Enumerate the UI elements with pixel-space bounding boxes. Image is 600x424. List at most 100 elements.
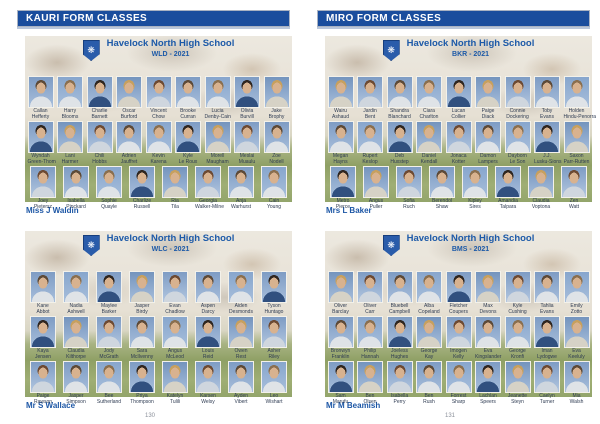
class-titles: Havelock North High School BKR - 2021: [407, 38, 535, 59]
student-name: Cain Young: [267, 198, 281, 210]
student-cell: J.J. Lusku-Sions: [534, 121, 562, 165]
student-name: Holden Hindu-Penorra: [563, 108, 597, 120]
student-portrait-photo: [263, 121, 290, 154]
student-photo-row: Paige Rawson Jasper Simpson Bee Sutherland Pri…: [25, 361, 292, 405]
student-portrait-photo: [445, 361, 472, 394]
student-cell: Alba Copeland: [416, 271, 442, 315]
student-portrait-photo: [63, 166, 89, 199]
block-gap: [317, 216, 591, 222]
student-portrait-photo: [563, 121, 590, 154]
student-cell: Sam Marufu: [327, 361, 354, 405]
student-portrait-photo: [386, 361, 413, 394]
page-left: KAURI FORM CLASSES ❋ Havelock North High …: [17, 10, 292, 419]
student-cell: Damon Lampers: [475, 121, 501, 165]
student-portrait-photo: [445, 316, 472, 349]
student-cell: Iman Lydogwe: [534, 316, 560, 360]
student-portrait-photo: [162, 316, 188, 349]
student-cell: Jake Brophy: [263, 76, 290, 120]
teacher-name: Miss J Waldin: [26, 206, 79, 215]
student-name: Anja Warhurst: [230, 198, 252, 210]
student-portrait-photo: [195, 361, 221, 394]
student-cell: Sara McIlvenny: [129, 316, 155, 360]
class-titles: Havelock North High School WLD - 2021: [107, 38, 235, 59]
student-cell: Kaya Jensen: [30, 316, 56, 360]
student-cell: Mia Walsh: [563, 361, 590, 405]
student-name: George Kronfi: [509, 348, 526, 360]
student-portrait-photo: [504, 121, 531, 154]
student-name: Lachlan Speers: [479, 393, 497, 405]
student-portrait-photo: [534, 76, 560, 108]
student-name: Louis Reid: [202, 348, 214, 360]
section-header-miro: MIRO FORM CLASSES: [317, 10, 590, 27]
page-number: 130: [144, 413, 155, 419]
student-name: Jardin Bent: [363, 108, 377, 120]
student-cell: Maylee Barker: [96, 271, 122, 315]
student-portrait-photo: [327, 316, 354, 349]
student-name: Georgia Walker-Milne: [195, 198, 224, 210]
student-cell: Shandra Blanchard: [386, 76, 413, 120]
student-portrait-photo: [563, 271, 590, 303]
student-cell: Olivia Burvill: [234, 76, 260, 120]
student-portrait-photo: [561, 166, 587, 199]
student-portrait-photo: [175, 121, 201, 154]
class-photo-header: ❋ Havelock North High School BMS - 2021: [325, 233, 592, 270]
student-portrait-photo: [357, 121, 383, 154]
student-portrait-photo: [30, 316, 56, 349]
student-name: Charlize Russell: [132, 198, 152, 210]
student-name: Callan Hefferty: [31, 108, 50, 120]
student-cell: Callan Hefferty: [27, 76, 54, 120]
student-portrait-photo: [57, 121, 83, 154]
student-portrait-photo: [327, 361, 354, 394]
student-name: Charlie Barnett: [91, 108, 108, 120]
student-photo-row: Joey Pietersz Isabella Pinckard Sophie Quayle…: [25, 166, 292, 210]
student-portrait-photo: [534, 271, 560, 303]
student-portrait-photo: [96, 316, 122, 349]
student-name: Paige Diack: [481, 108, 495, 120]
student-portrait-photo: [445, 76, 472, 108]
student-cell: Toby Evans: [534, 76, 560, 120]
student-name: Claudia Voptona: [531, 198, 551, 210]
student-photo-row: Bronwyn Franklin Philip Hannah Joeless Hughes…: [325, 316, 592, 360]
student-portrait-photo: [330, 166, 356, 199]
student-name: Imogen Kelly: [450, 348, 467, 360]
page-right: MIRO FORM CLASSES ❋ Havelock North High S…: [300, 0, 600, 424]
student-cell: Bluebell Campbell: [386, 271, 413, 315]
student-photo-row: Wyndah Green-Thom Lani Harmer Chili Hobbs Adri…: [25, 121, 292, 165]
student-portrait-photo: [228, 271, 254, 303]
student-cell: Sophie Quayle: [96, 166, 122, 210]
student-name: Angus McLeod: [166, 348, 184, 360]
student-name: Tahlia Evans: [540, 303, 554, 315]
student-portrait-photo: [63, 271, 89, 303]
crest-star-glyph: ❋: [87, 45, 95, 55]
student-cell: Lucan Collier: [445, 76, 472, 120]
student-name: Fletcher Coupers: [449, 303, 468, 315]
student-name: Claudia Kilthorpe: [66, 348, 86, 360]
class-photo-block: ❋ Havelock North High School WLC - 2021 Kan…: [25, 231, 292, 405]
student-name: Ben Olsen: [363, 393, 377, 405]
student-cell: George Kay: [416, 316, 442, 360]
student-cell: Jeanette Steyn: [504, 361, 531, 405]
student-portrait-photo: [475, 121, 501, 154]
student-name: Meslai Muaulu: [238, 153, 256, 165]
student-cell: Saxon Parr-Rutten: [563, 121, 590, 165]
student-cell: Meslai Muaulu: [234, 121, 260, 165]
student-cell: Chili Hobbs: [86, 121, 113, 165]
student-portrait-photo: [129, 166, 155, 199]
school-crest-icon: ❋: [82, 235, 100, 256]
student-name: Lani Harmer: [61, 153, 79, 165]
student-portrait-photo: [445, 271, 472, 303]
student-portrait-photo: [175, 76, 201, 108]
student-cell: Louis Reid: [195, 316, 221, 360]
student-photo-row: Wairu Ashaud Jardin Bent Shandra Blanchard Cia…: [325, 76, 597, 120]
student-cell: Kevin Karena: [145, 121, 172, 165]
teacher-name: Mr M Beamish: [326, 401, 381, 410]
student-name: Iman Lydogwe: [537, 348, 557, 360]
student-cell: Brooke Curran: [175, 76, 201, 120]
student-portrait-photo: [228, 166, 254, 199]
teacher-name: Mrs L Baker: [326, 206, 372, 215]
student-portrait-photo: [86, 121, 113, 154]
student-cell: Lachlan Speers: [475, 361, 501, 405]
student-cell: Wyndah Green-Thom: [27, 121, 56, 165]
student-photo-row: Kaya Jensen Claudia Kilthorpe Jody McGrath Sar…: [25, 316, 292, 360]
